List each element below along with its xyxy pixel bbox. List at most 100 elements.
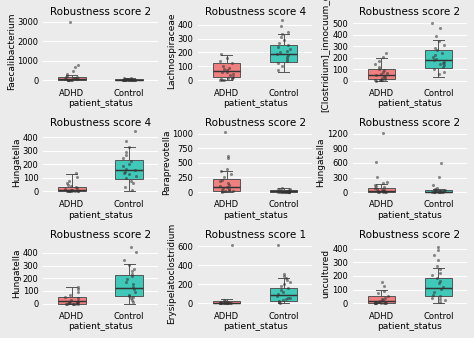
Point [67,78,75,83]
Point [67,188,74,193]
Point [220,77,228,83]
Point [73,170,80,176]
Point [379,54,387,59]
Bar [368,296,395,304]
Point [277,287,284,293]
Point [279,289,287,294]
Point [74,296,82,301]
Y-axis label: Faecalibacterium: Faecalibacterium [7,12,16,90]
Point [125,78,132,83]
Title: Robustness score 2: Robustness score 2 [359,118,460,128]
Point [383,51,390,56]
Point [64,72,71,77]
Point [278,64,286,69]
Point [281,37,288,43]
Point [217,301,224,306]
Point [66,189,73,194]
Point [374,188,382,194]
Point [433,263,441,269]
Point [381,76,389,82]
Point [380,187,388,193]
Bar [115,275,143,296]
Y-axis label: Hungatella: Hungatella [317,138,326,187]
Point [430,289,438,295]
Point [374,291,382,296]
Point [433,186,440,191]
Point [120,257,128,263]
Point [277,23,284,29]
Point [430,252,438,257]
Title: Robustness score 2: Robustness score 2 [50,7,151,17]
Point [375,58,383,64]
Point [381,189,389,195]
Point [219,70,226,75]
Point [122,185,129,190]
X-axis label: patient_status: patient_status [377,322,442,331]
Y-axis label: Erysipelatoclostridium: Erysipelatoclostridium [167,223,176,324]
Point [71,64,79,69]
Point [122,149,130,155]
Point [274,291,282,296]
Bar [270,288,298,301]
Point [436,296,444,302]
Point [284,29,292,34]
Point [65,300,73,305]
Point [73,300,81,306]
Bar [425,278,452,296]
Point [129,284,137,290]
Point [65,77,73,83]
Point [66,189,73,194]
Point [384,293,392,299]
Point [380,189,387,195]
Point [434,247,442,252]
Point [131,78,139,83]
Point [284,189,292,195]
Point [377,301,385,306]
Point [122,153,130,158]
Point [228,171,235,177]
Point [131,168,138,173]
X-axis label: patient_status: patient_status [68,322,133,331]
Point [73,75,81,80]
Point [435,189,442,195]
Point [373,187,381,192]
Bar [213,64,240,77]
Point [431,45,439,51]
Point [278,18,286,23]
Point [123,78,130,83]
Point [66,300,74,306]
Point [371,186,378,191]
Point [226,188,233,193]
Point [223,301,231,306]
Point [67,183,75,189]
Point [74,299,82,304]
Point [281,189,288,194]
Point [129,77,137,82]
Point [440,59,448,65]
Point [220,300,228,306]
Bar [368,188,395,192]
Point [217,77,224,82]
Point [216,184,224,189]
Point [121,77,129,82]
Point [432,56,439,62]
Point [276,189,284,195]
Point [430,189,438,195]
Point [379,180,387,186]
Point [130,266,138,271]
Point [275,68,283,73]
Point [437,25,444,31]
Point [284,296,292,301]
Point [122,175,129,180]
Point [371,300,379,306]
Point [120,170,128,176]
Point [64,77,72,82]
Point [378,77,385,82]
Y-axis label: uncultured: uncultured [322,249,331,298]
Point [123,76,131,82]
Point [217,179,224,184]
Point [381,300,389,306]
Point [437,293,444,299]
Point [371,300,378,306]
Point [128,297,136,302]
